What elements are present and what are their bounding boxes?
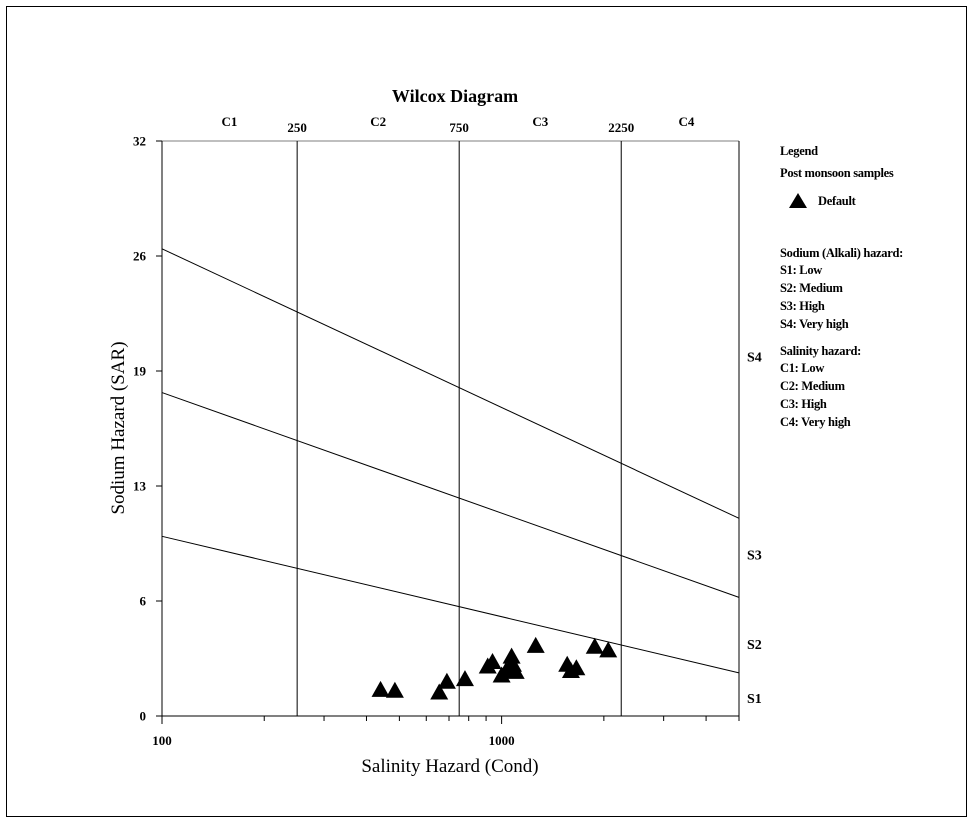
data-point-triangle — [502, 647, 521, 664]
data-point-triangle — [599, 641, 618, 658]
sodium-boundary-line — [161, 392, 740, 598]
salinity-boundary-label: 750 — [449, 120, 469, 135]
salinity-boundary-label: 2250 — [608, 120, 634, 135]
data-point-triangle — [585, 637, 604, 654]
sodium-class-label: S4 — [747, 351, 762, 366]
data-point-triangle — [371, 680, 390, 697]
salinity-class-label: C3 — [532, 114, 548, 129]
data-point-triangle — [430, 683, 449, 700]
legend-title: Legend — [780, 144, 818, 158]
legend-salinity-item: C1: Low — [780, 361, 825, 375]
y-tick-label: 32 — [133, 134, 146, 149]
data-point-triangle — [455, 670, 474, 687]
data-point-triangle — [437, 672, 456, 689]
salinity-class-label: C2 — [370, 114, 386, 129]
legend-salinity-heading: Salinity hazard: — [780, 344, 861, 358]
chart-title: Wilcox Diagram — [392, 86, 518, 106]
y-tick-label: 13 — [133, 479, 147, 494]
salinity-class-label: C1 — [222, 114, 238, 129]
data-point-triangle — [506, 662, 525, 679]
salinity-class-label: C4 — [678, 114, 694, 129]
legend-sodium-item: S2: Medium — [780, 281, 843, 295]
legend-group: Post monsoon samples — [780, 166, 894, 180]
sodium-class-label: S2 — [747, 638, 762, 653]
data-point-triangle — [526, 636, 545, 653]
legend-sodium-item: S4: Very high — [780, 317, 849, 331]
sodium-boundary-line — [161, 248, 740, 519]
x-axis-label: Salinity Hazard (Cond) — [361, 756, 538, 777]
x-tick-label: 100 — [152, 733, 172, 748]
chart-frame — [6, 6, 967, 817]
data-point-triangle — [385, 681, 404, 698]
legend-triangle-icon — [789, 193, 807, 208]
salinity-boundary-label: 250 — [287, 120, 307, 135]
y-axis-label: Sodium Hazard (SAR) — [108, 341, 129, 514]
legend-series-label: Default — [818, 194, 856, 208]
x-tick-label: 1000 — [489, 733, 515, 748]
data-point-triangle — [483, 652, 502, 669]
sodium-class-label: S3 — [747, 548, 762, 563]
y-tick-label: 26 — [133, 249, 147, 264]
sodium-class-label: S1 — [747, 692, 762, 707]
y-tick-label: 6 — [140, 594, 147, 609]
sodium-boundary-line — [161, 535, 740, 674]
y-tick-label: 0 — [140, 709, 147, 724]
legend-salinity-item: C3: High — [780, 397, 827, 411]
y-tick-label: 19 — [133, 364, 147, 379]
legend-salinity-item: C2: Medium — [780, 379, 845, 393]
legend-salinity-item: C4: Very high — [780, 415, 851, 429]
legend-sodium-item: S1: Low — [780, 263, 823, 277]
legend-sodium-item: S3: High — [780, 299, 825, 313]
data-point-triangle — [567, 659, 586, 676]
legend-sodium-heading: Sodium (Alkali) hazard: — [780, 246, 903, 260]
plot-area: 0 6 13 19 26 32 100 1000 250 750 2250 C1 C2 C3 C4 S1 S2 S… — [133, 114, 762, 748]
